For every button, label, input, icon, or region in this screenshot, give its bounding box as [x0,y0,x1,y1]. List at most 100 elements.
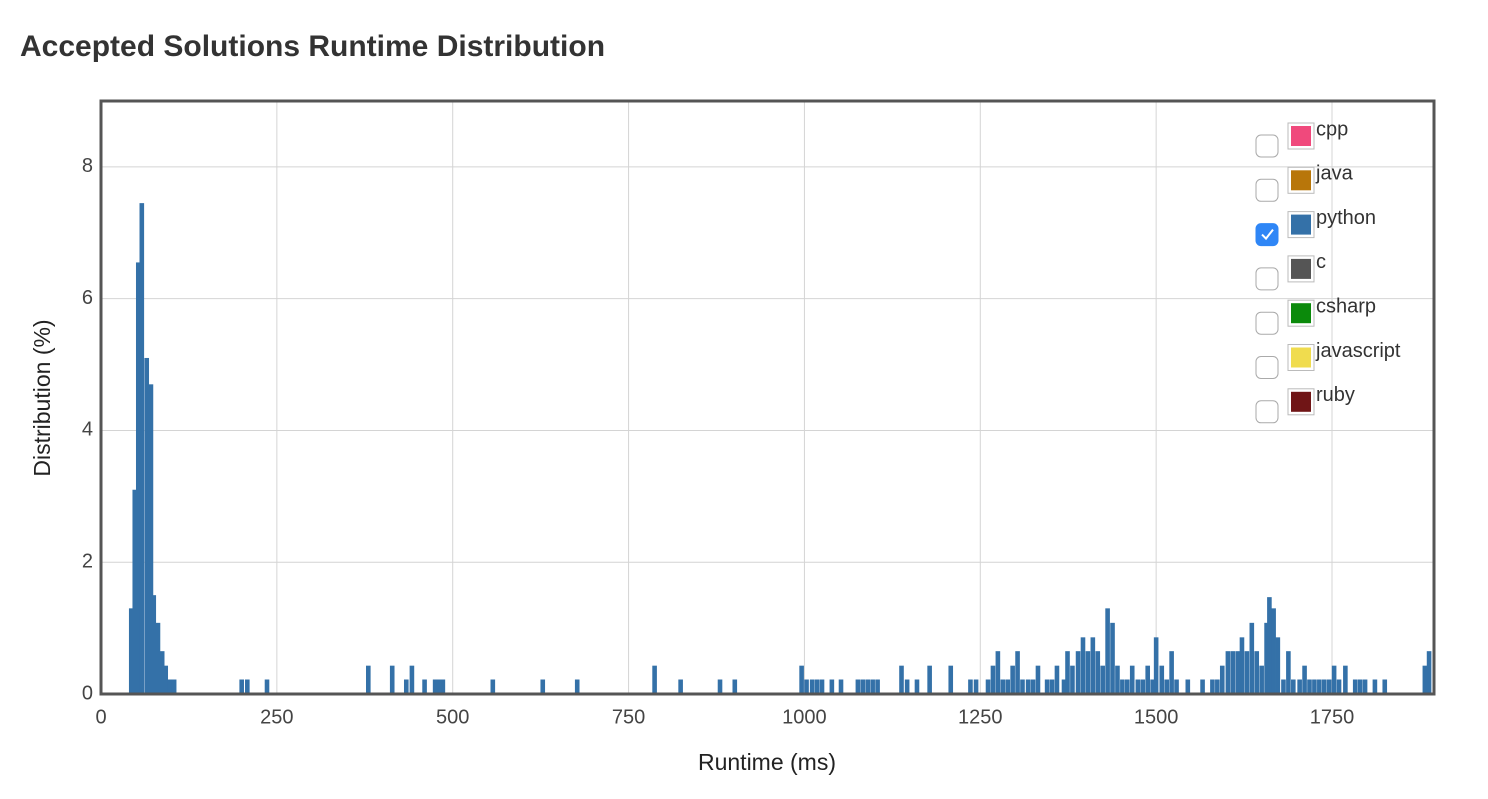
bar [652,665,657,694]
bar [148,384,154,694]
bar [1020,679,1025,694]
bar [1153,637,1159,694]
bar [1210,679,1215,694]
bar [995,651,1001,694]
legend-checkbox[interactable] [1255,223,1279,247]
bar [1422,665,1428,694]
bar [1054,665,1060,694]
y-tick-label: 8 [82,155,93,177]
legend-label: cpp [1316,118,1348,140]
legend-checkbox[interactable] [1255,134,1279,158]
bar [1352,679,1358,694]
bar [914,679,920,694]
bar [829,679,835,694]
bar [1317,679,1322,694]
bar [403,679,409,694]
bar [1362,679,1368,694]
bar [799,665,804,694]
bar [1259,665,1264,694]
legend-checkbox[interactable] [1255,178,1279,202]
x-tick-label: 500 [436,706,469,728]
bar [1312,679,1317,694]
bar [151,595,157,694]
bar [819,679,825,694]
plot-border [99,99,1436,696]
bar [1044,679,1050,694]
bar [1281,679,1286,694]
bar [1321,679,1327,694]
legend-swatch [1291,347,1311,368]
bar [1235,651,1241,694]
bar [422,679,427,694]
bar [1150,679,1155,694]
legend-label: python [1316,207,1376,229]
bar [1075,651,1081,694]
bar [1264,622,1269,694]
legend-label: java [1315,163,1354,185]
legend-checkbox[interactable] [1255,311,1279,335]
bar [436,679,441,694]
bar [1010,665,1015,694]
x-axis-title: Runtime (ms) [698,749,836,775]
bar [1030,679,1036,694]
bar [1219,665,1225,694]
bar [1145,665,1151,694]
legend-swatch [1291,126,1311,146]
bar [948,665,954,694]
bar [1080,637,1086,694]
x-tick-label: 250 [260,706,293,728]
legend-swatch [1291,214,1311,235]
bar [1239,637,1245,694]
bar [860,679,866,694]
legend-checkbox[interactable] [1255,400,1279,424]
bar [135,262,141,694]
bar [1286,651,1291,694]
bar [409,665,415,694]
bar [1025,679,1031,694]
x-tick-label: 1750 [1310,706,1355,728]
bar [1129,665,1135,694]
legend-swatch [1291,391,1311,412]
bar [167,679,173,694]
bar [1061,679,1067,694]
bar [1000,679,1006,694]
bar [904,679,910,694]
bar [1090,637,1096,694]
bar [1244,651,1250,694]
x-tick-label: 750 [612,706,645,728]
bar [870,679,875,694]
bar [1120,679,1125,694]
bar [865,679,871,694]
bar [732,679,738,694]
x-tick-label: 1000 [782,706,827,728]
bar [139,203,145,694]
bar [1115,665,1120,694]
bar [838,679,844,694]
bar [1275,637,1281,694]
bar [1125,679,1130,694]
legend-label: c [1316,251,1326,273]
bar [366,665,371,694]
bar [1085,651,1091,694]
x-tick-label: 0 [95,706,106,728]
bar [159,651,165,694]
bar [1095,651,1101,694]
bar [1291,679,1296,694]
bar [1372,679,1378,694]
bar [717,679,723,694]
bar [264,679,270,694]
bar [973,679,979,694]
bar [1015,651,1020,694]
bar [1343,665,1348,694]
bar [163,665,169,694]
bar [1230,651,1236,694]
legend-label: ruby [1316,384,1355,406]
legend-checkbox[interactable] [1255,356,1279,379]
legend-label: csharp [1316,295,1376,317]
legend-swatch [1291,170,1311,191]
bar [1164,679,1169,694]
legend-checkbox[interactable] [1255,267,1279,291]
bar [1215,679,1220,694]
